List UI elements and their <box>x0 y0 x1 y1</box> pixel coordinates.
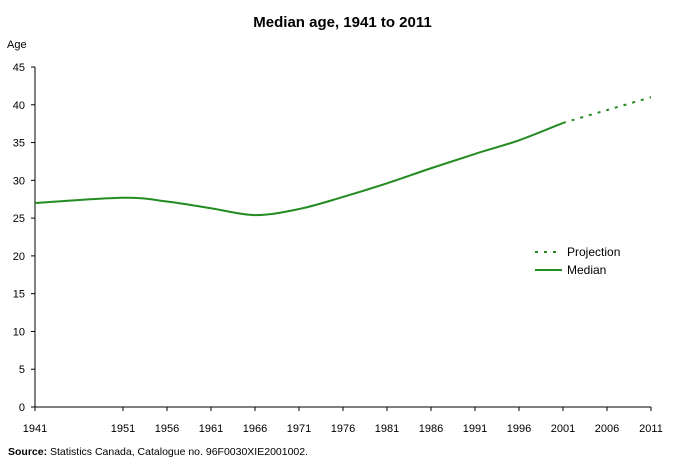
legend-label-projection: Projection <box>567 245 620 259</box>
y-tick-label: 40 <box>13 100 25 112</box>
line-chart: Age 0 5 10 15 20 25 30 35 40 45 1941 1951 1956 1961 19… <box>7 39 663 435</box>
x-tick-label: 1976 <box>331 423 355 435</box>
x-tick-label: 2011 <box>639 423 663 435</box>
source-note: Source: Statistics Canada, Catalogue no.… <box>8 446 308 458</box>
legend: Projection Median <box>535 245 620 277</box>
x-tick-label: 1996 <box>507 423 531 435</box>
y-tick-label: 5 <box>19 364 25 376</box>
axes: 0 5 10 15 20 25 30 35 40 45 1941 1951 1956 1961 1966 19… <box>13 62 663 435</box>
y-tick-label: 30 <box>13 175 25 187</box>
x-tick-label: 1951 <box>111 423 135 435</box>
chart-title: Median age, 1941 to 2011 <box>253 14 432 31</box>
y-tick-label: 10 <box>13 326 25 338</box>
x-tick-label: 1961 <box>199 423 223 435</box>
y-axis-label: Age <box>7 39 27 51</box>
y-tick-label: 45 <box>13 62 25 74</box>
x-tick-label: 1986 <box>419 423 443 435</box>
series-line-median <box>34 121 564 217</box>
source-text: Statistics Canada, Catalogue no. 96F0030… <box>47 446 309 458</box>
y-tick-label: 15 <box>13 289 25 301</box>
x-tick-label: 2006 <box>595 423 619 435</box>
source-label: Source: <box>8 446 48 458</box>
legend-label-median: Median <box>567 263 606 277</box>
x-tick-label: 1956 <box>155 423 179 435</box>
y-tick-label: 25 <box>13 213 25 225</box>
x-tick-label: 1991 <box>463 423 487 435</box>
series-line-projection <box>562 96 652 124</box>
x-tick-label: 2001 <box>551 423 575 435</box>
x-tick-label: 1971 <box>287 423 311 435</box>
y-tick-label: 35 <box>13 138 25 150</box>
series-layer <box>34 96 652 217</box>
y-tick-label: 20 <box>13 251 25 263</box>
y-tick-label: 0 <box>19 402 25 414</box>
x-tick-label: 1966 <box>243 423 267 435</box>
x-tick-label: 1981 <box>375 423 399 435</box>
x-tick-label: 1941 <box>23 423 47 435</box>
